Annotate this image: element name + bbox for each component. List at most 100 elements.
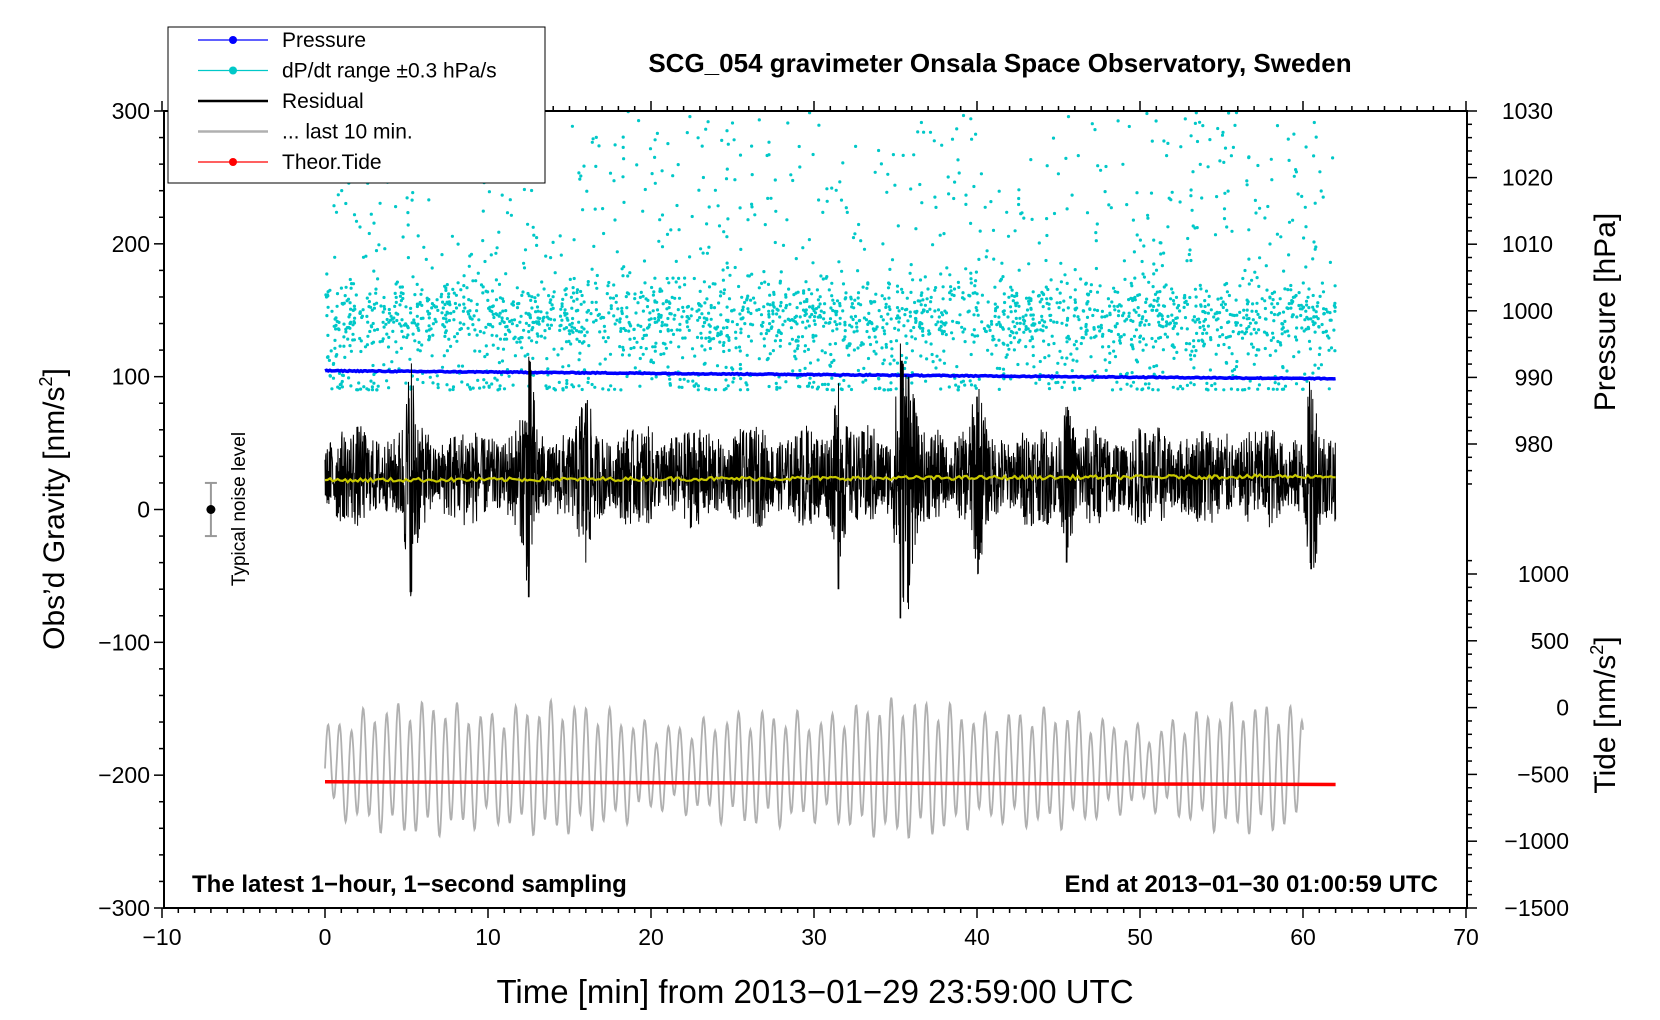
dpdt-point xyxy=(1228,312,1232,317)
dpdt-point xyxy=(829,352,833,357)
dpdt-point xyxy=(905,341,909,346)
dpdt-point xyxy=(431,322,435,326)
dpdt-point xyxy=(880,294,884,298)
dpdt-point xyxy=(908,271,912,275)
legend-marker xyxy=(229,66,237,75)
dpdt-point xyxy=(700,312,704,316)
dpdt-point xyxy=(1271,387,1275,391)
dpdt-point xyxy=(1187,252,1191,257)
dpdt-point xyxy=(941,297,945,301)
dpdt-point xyxy=(1263,346,1267,351)
dpdt-point xyxy=(532,320,536,325)
dpdt-point xyxy=(547,326,552,331)
dpdt-point xyxy=(560,318,564,322)
dpdt-point xyxy=(995,305,1000,309)
dpdt-point xyxy=(345,326,349,330)
dpdt-point xyxy=(871,327,876,331)
dpdt-point xyxy=(889,340,893,344)
dpdt-point xyxy=(544,254,548,258)
dpdt-point xyxy=(703,348,707,352)
dpdt-point xyxy=(1216,126,1220,131)
dpdt-point xyxy=(784,380,788,384)
dpdt-point xyxy=(582,368,587,372)
dpdt-point xyxy=(1132,308,1136,312)
dpdt-point xyxy=(951,337,955,341)
dpdt-point xyxy=(1184,341,1189,346)
dpdt-point xyxy=(671,276,675,280)
dpdt-point xyxy=(488,309,492,313)
dpdt-point xyxy=(1212,315,1216,319)
dpdt-point xyxy=(427,328,431,332)
dpdt-point xyxy=(1032,365,1036,369)
dpdt-point xyxy=(786,121,790,125)
dpdt-point xyxy=(678,322,682,326)
dpdt-point xyxy=(458,321,462,325)
dpdt-point xyxy=(501,347,506,351)
dpdt-point xyxy=(455,339,459,343)
dpdt-point xyxy=(1134,310,1138,314)
dpdt-point xyxy=(530,188,534,193)
tide-tick-label: −500 xyxy=(1517,761,1569,787)
dpdt-point xyxy=(1136,306,1140,310)
dpdt-point xyxy=(998,323,1002,327)
dpdt-point xyxy=(1162,304,1167,308)
dpdt-point xyxy=(427,316,431,320)
dpdt-point xyxy=(1292,132,1296,136)
dpdt-point xyxy=(392,316,396,320)
dpdt-point xyxy=(702,280,707,284)
dpdt-point xyxy=(1094,266,1098,271)
annotation-end-time: End at 2013−01−30 01:00:59 UTC xyxy=(1064,871,1438,898)
dpdt-point xyxy=(1070,193,1074,197)
dpdt-point xyxy=(851,236,856,240)
dpdt-point xyxy=(716,334,720,338)
dpdt-point xyxy=(357,381,361,385)
dpdt-point xyxy=(358,336,362,341)
legend-marker xyxy=(229,158,237,166)
dpdt-point xyxy=(325,314,329,318)
dpdt-point xyxy=(1161,348,1165,352)
dpdt-point xyxy=(971,291,975,295)
dpdt-point xyxy=(727,348,731,352)
dpdt-point xyxy=(1060,385,1064,389)
dpdt-point xyxy=(467,298,471,302)
dpdt-point xyxy=(767,315,771,319)
dpdt-point xyxy=(638,295,643,299)
dpdt-point xyxy=(1247,386,1251,390)
dpdt-point xyxy=(413,293,417,297)
dpdt-point xyxy=(823,382,827,386)
dpdt-point xyxy=(498,387,502,391)
dpdt-point xyxy=(1311,305,1315,309)
dpdt-point xyxy=(619,388,623,392)
dpdt-point xyxy=(734,336,738,340)
dpdt-point xyxy=(1222,160,1226,164)
dpdt-point xyxy=(1084,324,1088,329)
dpdt-point xyxy=(353,316,357,320)
dpdt-point xyxy=(850,302,855,306)
dpdt-point xyxy=(657,312,661,317)
dpdt-point xyxy=(1001,275,1005,279)
dpdt-point xyxy=(543,329,547,333)
dpdt-point xyxy=(526,222,530,226)
dpdt-point xyxy=(527,336,531,340)
dpdt-point xyxy=(952,196,956,201)
dpdt-point xyxy=(1154,339,1158,343)
dpdt-point xyxy=(751,296,756,300)
dpdt-point xyxy=(1170,344,1174,348)
dpdt-point xyxy=(896,328,901,332)
dpdt-point xyxy=(1321,330,1325,334)
dpdt-point xyxy=(491,304,495,308)
dpdt-point xyxy=(701,251,705,255)
dpdt-point xyxy=(671,332,676,336)
dpdt-point xyxy=(1324,329,1328,333)
dpdt-point xyxy=(618,345,622,349)
dpdt-point xyxy=(1129,318,1133,322)
dpdt-point xyxy=(1192,339,1196,343)
dpdt-point xyxy=(835,327,839,331)
dpdt-point xyxy=(575,297,579,301)
dpdt-point xyxy=(348,313,352,317)
dpdt-point xyxy=(928,130,933,134)
dpdt-point xyxy=(1088,307,1092,311)
dpdt-point xyxy=(1131,380,1136,384)
dpdt-point xyxy=(976,313,980,317)
dpdt-point xyxy=(959,380,964,384)
